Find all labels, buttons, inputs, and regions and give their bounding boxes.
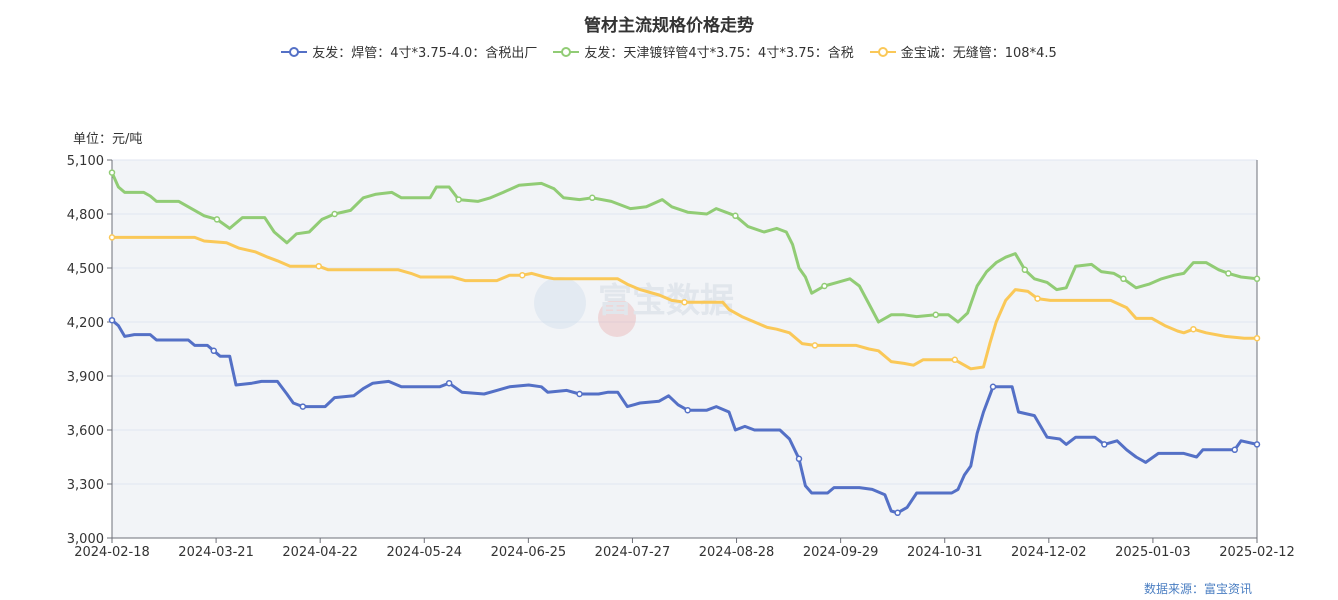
legend-item-youfa-galvanized[interactable]: 友发：天津镀锌管4寸*3.75：4寸*3.75：含税 [553,42,854,61]
x-tick-label: 2025-02-12 [1219,545,1295,560]
data-point[interactable] [331,210,338,218]
legend-item-jinbaocheng-seamless[interactable]: 金宝诚：无缝管：108*4.5 [869,42,1057,61]
watermark-logo-icon [534,277,586,329]
x-axis-ticks: 2024-02-18 2024-03-21 2024-04-22 2024-05-24… [74,538,1295,560]
y-tick-label: 3,000 [67,532,104,547]
plot-background [112,160,1257,538]
legend-swatch-icon [281,46,308,57]
data-point[interactable] [1034,295,1041,302]
data-point[interactable] [821,282,828,290]
data-point[interactable] [684,406,691,414]
y-tick-label: 3,300 [67,478,104,493]
data-point[interactable] [1190,325,1197,333]
data-point[interactable] [108,169,116,176]
data-point[interactable] [932,311,940,319]
data-point[interactable] [576,390,583,398]
data-point[interactable] [108,316,116,324]
watermark: 富宝数据 [534,277,734,337]
series-line [111,319,1258,515]
legend-swatch-icon [553,46,580,57]
data-point[interactable] [681,298,688,306]
series-3 [108,234,1261,371]
legend-swatch-icon [869,46,896,57]
data-point[interactable] [1021,266,1029,274]
x-tick-label: 2025-01-03 [1115,545,1191,560]
y-tick-label: 3,600 [67,424,104,439]
chart-title: 管材主流规格价格走势 [584,16,754,36]
y-tick-label: 4,800 [67,208,104,223]
data-point[interactable] [1120,275,1127,283]
data-point[interactable] [589,194,596,202]
data-point[interactable] [519,271,526,279]
series-2 [108,169,1261,324]
source-note: 数据来源：富宝资讯 [1143,582,1252,596]
data-point[interactable] [811,342,819,349]
data-point[interactable] [1253,441,1261,448]
data-point[interactable] [1231,446,1238,454]
data-point[interactable] [108,234,116,241]
x-tick-label: 2024-06-25 [491,545,567,560]
data-point[interactable] [1101,441,1108,448]
data-point[interactable] [210,347,218,355]
data-point[interactable] [445,379,453,387]
y-tick-label: 4,200 [67,316,104,331]
series-lines [108,169,1261,517]
series-line [110,171,1258,324]
data-point[interactable] [1225,270,1232,277]
x-tick-label: 2024-05-24 [386,545,462,560]
data-point[interactable] [894,509,901,517]
data-point[interactable] [213,216,221,223]
legend-label: 友发：焊管：4寸*3.75-4.0：含税出厂 [312,46,538,61]
legend: 友发：焊管：4寸*3.75-4.0：含税出厂 友发：天津镀锌管4寸*3.75：4… [0,42,1338,61]
watermark-seal-icon [598,299,636,337]
series-1 [108,316,1261,517]
y-tick-label: 3,900 [67,370,104,385]
data-point[interactable] [989,383,997,391]
data-point[interactable] [455,196,462,203]
x-tick-label: 2024-07-27 [595,545,671,560]
x-tick-label: 2024-09-29 [803,545,879,560]
y-tick-label: 4,500 [67,262,104,277]
x-tick-label: 2024-08-28 [699,545,775,560]
data-point[interactable] [1253,275,1261,283]
legend-label: 金宝诚：无缝管：108*4.5 [900,46,1057,61]
data-point[interactable] [299,403,307,410]
grid-lines [112,159,1257,485]
x-tick-label: 2024-03-21 [178,545,254,560]
data-point[interactable] [315,262,322,270]
data-point[interactable] [732,212,739,220]
unit-label: 单位：元/吨 [73,132,143,147]
data-point[interactable] [1253,334,1261,342]
series-line [112,235,1257,371]
y-tick-label: 5,100 [67,154,104,169]
data-point[interactable] [795,455,803,463]
legend-label: 友发：天津镀锌管4寸*3.75：4寸*3.75：含税 [584,46,854,61]
legend-item-youfa-welded[interactable]: 友发：焊管：4寸*3.75-4.0：含税出厂 [281,42,537,61]
data-point[interactable] [951,356,959,364]
y-axis-ticks: 3,000 3,300 3,600 3,900 4,200 4,500 4,800 5,100 [67,154,112,547]
x-tick-label: 2024-10-31 [907,545,983,560]
x-tick-label: 2024-04-22 [282,545,358,560]
axes [111,160,1258,539]
x-tick-label: 2024-12-02 [1011,545,1087,560]
x-tick-label: 2024-02-18 [74,545,150,560]
